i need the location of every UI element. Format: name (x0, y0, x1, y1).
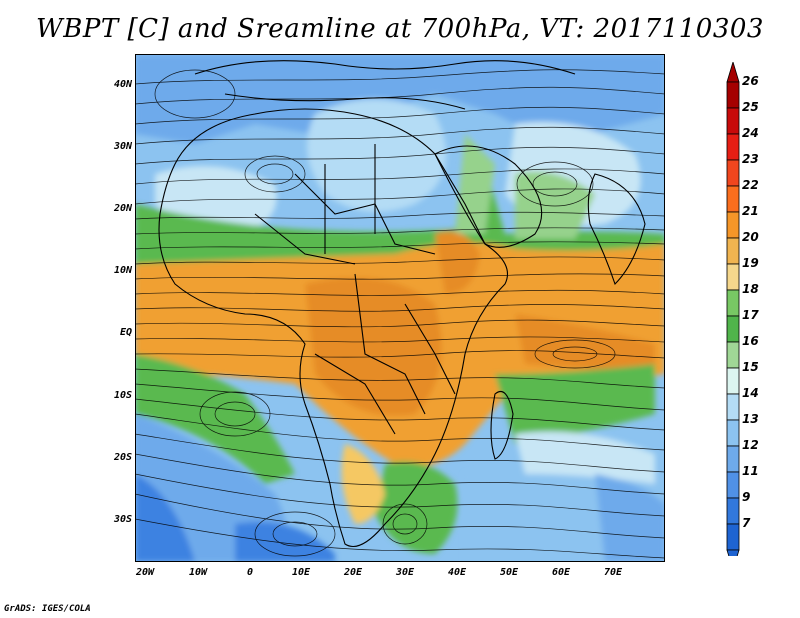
colorbar-cell (726, 341, 740, 369)
lat-label-eq: EQ (119, 327, 132, 338)
colorbar-cell (726, 393, 740, 421)
colorbar-label: 9 (742, 490, 751, 504)
colorbar-label: 13 (742, 412, 759, 426)
colorbar-label: 18 (742, 282, 759, 296)
colorbar-label: 7 (742, 516, 751, 530)
colorbar-cell (726, 263, 740, 291)
lat-label-30s: 30S (113, 514, 132, 525)
lon-label-0: 0 (246, 567, 254, 578)
colorbar-label: 16 (742, 334, 759, 348)
colorbar-label: 21 (742, 204, 759, 218)
colorbar-bottom-arrow (726, 549, 740, 556)
colorbar-cell (726, 367, 740, 395)
lon-label-10e: 10E (291, 567, 311, 578)
lat-label-20n: 20N (113, 203, 132, 214)
colorbar-label: 15 (742, 360, 759, 374)
lon-label-60e: 60E (551, 567, 571, 578)
colorbar-cell (726, 81, 740, 109)
colorbar-label: 17 (742, 308, 759, 322)
colorbar-label: 14 (742, 386, 759, 400)
map-frame (135, 54, 665, 562)
colorbar-label: 20 (742, 230, 759, 244)
map-canvas (135, 54, 665, 562)
colorbar-cell (726, 289, 740, 317)
map-title: WBPT [C] and Sreamline at 700hPa, VT: 20… (36, 14, 764, 44)
colorbar-top-arrow (726, 62, 740, 83)
colorbar-cell (726, 419, 740, 447)
colorbar-cell (726, 133, 740, 161)
lat-label-20s: 20S (113, 452, 132, 463)
lat-label-40n: 40N (113, 79, 132, 90)
colorbar-cell (726, 445, 740, 473)
wbpt-shading (135, 54, 665, 562)
streamlines (135, 69, 665, 559)
coastlines (158, 60, 646, 548)
colorbar-cell (726, 523, 740, 551)
lon-label-20e: 20E (343, 567, 363, 578)
colorbar-cell (726, 315, 740, 343)
lon-label-20w: 20W (135, 567, 155, 578)
colorbar-label: 23 (742, 152, 759, 166)
colorbar-label: 11 (742, 464, 759, 478)
lon-label-30e: 30E (395, 567, 415, 578)
colorbar-label: 24 (742, 126, 759, 140)
colorbar-cell (726, 237, 740, 265)
grads-credit: GrADS: IGES/COLA (4, 604, 91, 614)
colorbar-cell (726, 211, 740, 239)
colorbar-cell (726, 159, 740, 187)
colorbar-label: 19 (742, 256, 759, 270)
lon-label-70e: 70E (603, 567, 623, 578)
lat-label-10n: 10N (113, 265, 132, 276)
lat-label-30n: 30N (113, 141, 132, 152)
colorbar-label: 12 (742, 438, 759, 452)
colorbar-cell (726, 497, 740, 525)
lon-label-40e: 40E (447, 567, 467, 578)
colorbar-label: 25 (742, 100, 759, 114)
colorbar-label: 22 (742, 178, 759, 192)
colorbar-label: 26 (742, 74, 759, 88)
colorbar (726, 62, 740, 556)
lat-label-10s: 10S (113, 390, 132, 401)
lon-label-10w: 10W (188, 567, 208, 578)
colorbar-cell (726, 185, 740, 213)
colorbar-cell (726, 107, 740, 135)
map-panel (135, 54, 665, 562)
lon-label-50e: 50E (499, 567, 519, 578)
colorbar-cell (726, 471, 740, 499)
